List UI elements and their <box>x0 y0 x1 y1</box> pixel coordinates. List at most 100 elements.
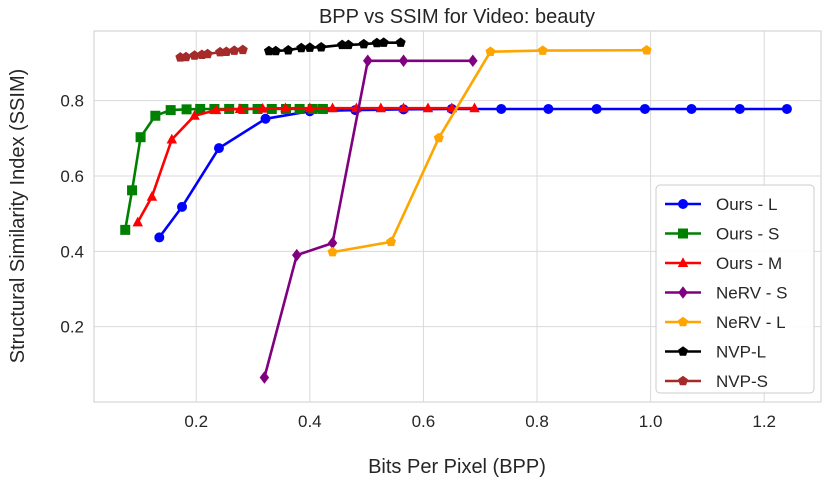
data-point-circle <box>543 103 554 114</box>
data-point-pentagon <box>237 44 248 55</box>
data-point-pentagon <box>641 44 652 55</box>
data-point-pentagon <box>537 45 548 55</box>
data-point-triangle <box>132 216 143 227</box>
data-point-circle <box>213 143 224 154</box>
data-point-square <box>150 110 161 121</box>
data-point-triangle <box>146 190 158 201</box>
data-point-pentagon <box>221 46 232 56</box>
x-axis-title: Bits Per Pixel (BPP) <box>368 456 546 478</box>
data-point-circle <box>496 103 507 114</box>
data-point-pentagon <box>270 45 281 56</box>
series-nvp-s <box>175 44 248 62</box>
series-layer <box>120 37 792 384</box>
data-point-pentagon <box>296 42 307 53</box>
data-point-circle <box>734 103 745 114</box>
data-point-pentagon <box>283 44 294 55</box>
data-point-pentagon <box>263 45 274 56</box>
data-point-pentagon <box>678 375 688 386</box>
data-point-square <box>181 104 192 115</box>
data-point-diamond <box>259 371 270 384</box>
series-line <box>263 59 473 378</box>
data-point-pentagon <box>378 37 389 47</box>
data-point-triangle <box>280 102 291 113</box>
data-point-pentagon <box>343 39 354 50</box>
data-point-diamond <box>292 248 302 262</box>
data-point-square <box>678 228 688 239</box>
data-point-circle <box>154 232 165 243</box>
data-point-diamond <box>327 236 338 250</box>
data-point-pentagon <box>189 50 200 60</box>
data-point-circle <box>678 199 688 209</box>
data-point-pentagon <box>316 41 327 52</box>
data-point-circle <box>639 103 650 114</box>
data-point-pentagon <box>229 45 240 55</box>
data-point-circle <box>260 113 271 124</box>
data-point-diamond <box>468 54 478 68</box>
data-point-diamond <box>678 286 688 299</box>
tick-labels: 0.2 0.4 0.6 0.8 1.0 1.2 0.2 0.4 0.6 0.8 <box>60 92 776 431</box>
legend-item: Ours - L <box>665 195 777 214</box>
x-tick-label: 0.4 <box>298 412 322 431</box>
data-point-circle <box>591 103 602 114</box>
series-line <box>136 106 475 223</box>
data-point-triangle <box>327 102 338 113</box>
legend-label: NeRV - L <box>716 313 786 332</box>
x-tick-label: 0.8 <box>525 412 549 431</box>
data-point-circle <box>177 201 188 212</box>
data-point-square <box>135 132 146 143</box>
data-point-pentagon <box>678 316 688 327</box>
legend-item: Ours - M <box>665 254 782 273</box>
legend: Ours - L Ours - S Ours - M NeRV - S NeRV - L… <box>655 184 815 394</box>
data-point-diamond <box>398 54 409 68</box>
legend-item: NVP-S <box>665 372 768 391</box>
legend-box <box>655 184 815 394</box>
data-point-pentagon <box>371 37 382 48</box>
series-nvp-l <box>263 37 406 56</box>
data-point-circle <box>781 103 792 114</box>
data-point-pentagon <box>358 38 369 49</box>
data-point-pentagon <box>181 51 192 62</box>
data-point-triangle <box>375 102 387 113</box>
legend-item: Ours - S <box>665 225 779 244</box>
series-ours-m <box>132 102 480 227</box>
legend-item: NeRV - S <box>665 284 788 303</box>
legend-label: Ours - S <box>716 225 779 244</box>
data-point-pentagon <box>395 37 406 47</box>
data-point-square <box>195 103 206 114</box>
legend-label: NeRV - S <box>716 284 788 303</box>
x-tick-label: 0.6 <box>412 412 436 431</box>
data-point-pentagon <box>304 42 315 52</box>
data-point-pentagon <box>327 246 338 257</box>
legend-item: NVP-L <box>665 343 766 362</box>
y-tick-label: 0.4 <box>60 242 84 261</box>
y-tick-label: 0.6 <box>60 167 84 186</box>
data-point-pentagon <box>678 346 688 356</box>
data-point-square <box>165 105 176 116</box>
data-point-pentagon <box>202 48 213 59</box>
legend-label: NVP-S <box>716 372 768 391</box>
data-point-triangle <box>398 102 409 113</box>
data-point-triangle <box>677 257 689 267</box>
legend-label: NVP-L <box>716 343 766 362</box>
series-nerv-s <box>259 54 478 384</box>
data-point-triangle <box>189 109 200 120</box>
x-tick-label: 1.2 <box>752 412 776 431</box>
data-point-triangle <box>210 104 222 115</box>
data-point-triangle <box>257 102 268 113</box>
data-point-triangle <box>422 102 434 113</box>
data-point-pentagon <box>433 132 444 143</box>
data-point-triangle <box>469 102 480 113</box>
data-point-pentagon <box>386 236 397 247</box>
y-tick-label: 0.8 <box>60 92 84 111</box>
data-point-diamond <box>363 54 373 68</box>
legend-label: Ours - L <box>716 195 777 214</box>
data-point-square <box>120 224 131 235</box>
legend-label: Ours - M <box>716 254 782 273</box>
x-tick-label: 0.2 <box>184 412 208 431</box>
data-point-pentagon <box>485 46 496 56</box>
data-point-circle <box>686 103 697 114</box>
data-point-triangle <box>304 102 316 113</box>
y-axis-title: Structural Similarity Index (SSIM) <box>7 69 29 364</box>
legend-item: NeRV - L <box>665 313 786 332</box>
